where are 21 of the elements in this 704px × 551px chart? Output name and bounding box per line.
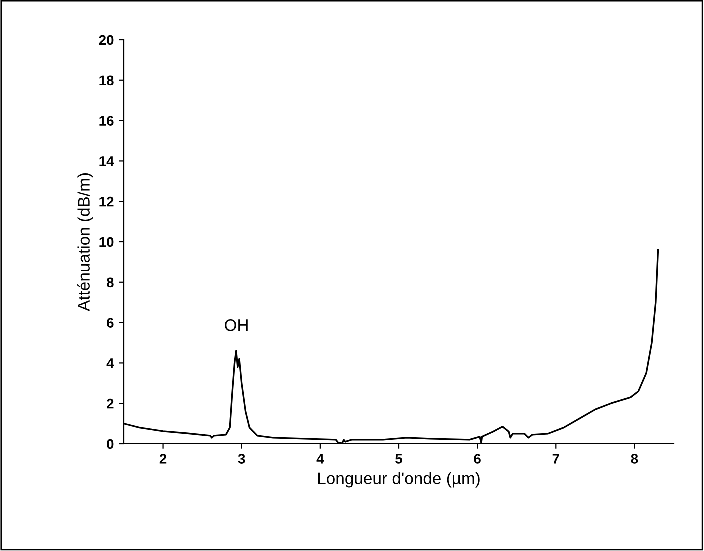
y-axis-title: Atténuation (dB/m) (78, 174, 94, 312)
y-tick-label: 4 (106, 358, 114, 368)
y-tick-label: 12 (100, 196, 114, 207)
x-tick-label: 3 (238, 454, 246, 464)
x-tick-label: 5 (396, 454, 402, 464)
y-tick-label: 2 (107, 398, 114, 409)
y-tick-label: 8 (106, 278, 114, 288)
y-tick-label: 14 (100, 156, 114, 166)
annotation: OH (225, 320, 248, 332)
y-tick-label: 0 (107, 439, 114, 450)
x-tick-label: 2 (160, 454, 167, 464)
y-tick-label: 18 (100, 76, 114, 86)
y-tick-label: 6 (107, 318, 114, 328)
x-axis-title: Longueur d'onde (µm) (318, 472, 480, 488)
x-tick-label: 8 (631, 454, 638, 464)
x-tick-label: 7 (552, 454, 560, 464)
y-tick-label: 16 (100, 116, 114, 126)
y-tick-label: 20 (99, 35, 114, 46)
y-tick-label: 10 (100, 237, 114, 248)
x-tick-label: 4 (316, 454, 324, 464)
x-tick-label: 6 (474, 454, 481, 464)
